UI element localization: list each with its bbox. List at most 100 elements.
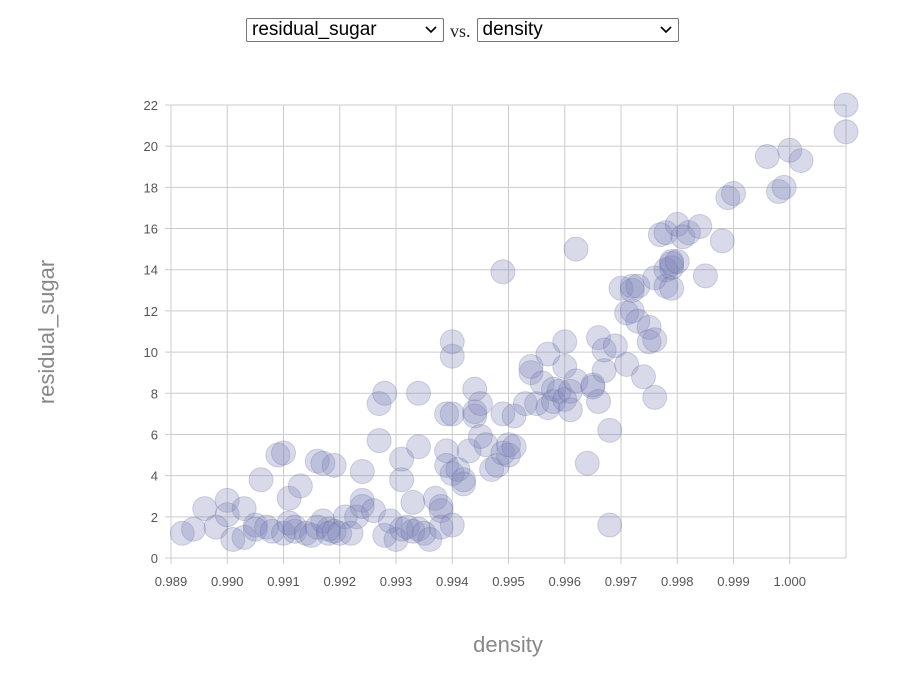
data-point: [316, 520, 341, 546]
data-point: [327, 520, 353, 546]
x-tick-label: 0.989: [155, 574, 188, 589]
data-point: [625, 308, 651, 334]
data-point: [282, 514, 308, 540]
data-point: [377, 508, 403, 534]
data-point: [591, 358, 617, 384]
data-point: [372, 522, 398, 548]
data-point: [321, 518, 347, 544]
data-point: [406, 434, 431, 460]
data-point: [372, 380, 398, 406]
data-point: [490, 440, 516, 466]
x-tick-label: 0.993: [380, 574, 413, 589]
x-tick-label: 0.998: [661, 574, 694, 589]
y-variable-select[interactable]: residual_sugar: [246, 18, 444, 42]
data-point: [304, 448, 330, 474]
data-point: [451, 467, 476, 493]
data-point: [659, 248, 685, 274]
data-point: [563, 236, 589, 262]
data-point: [636, 314, 662, 340]
data-point: [557, 378, 583, 404]
data-point: [349, 487, 375, 513]
y-tick-label: 8: [151, 386, 158, 401]
data-point: [181, 516, 206, 542]
data-point: [597, 417, 623, 443]
x-tick-label: 0.994: [436, 574, 469, 589]
data-point: [394, 514, 420, 540]
data-point: [439, 401, 465, 427]
data-point: [259, 518, 285, 544]
data-point: [242, 512, 268, 538]
data-point: [451, 471, 476, 497]
x-tick-label: 0.999: [717, 574, 750, 589]
y-tick-label: 18: [144, 180, 158, 195]
data-point: [271, 440, 296, 466]
data-point: [552, 386, 578, 412]
data-point: [422, 485, 448, 511]
data-point: [389, 516, 415, 542]
data-point: [659, 275, 685, 301]
data-point: [389, 467, 415, 493]
data-point: [344, 504, 370, 530]
x-variable-select-value: density: [482, 19, 543, 40]
data-point: [192, 496, 218, 522]
data-point: [400, 518, 426, 544]
data-point: [490, 259, 516, 285]
data-point: [512, 391, 538, 417]
data-point: [788, 148, 814, 174]
data-point: [467, 424, 493, 450]
data-point: [220, 526, 246, 552]
axis-controls: residual_sugar vs. density: [246, 17, 679, 43]
data-point: [546, 378, 572, 404]
data-point: [754, 143, 780, 169]
data-point: [265, 442, 291, 468]
tick-labels: 0.989 0.990 0.991 0.992 0.993 0.994 0.995 0.996…: [144, 98, 806, 589]
data-point: [642, 265, 668, 291]
data-point: [518, 360, 544, 386]
data-point: [535, 395, 561, 421]
data-point: [310, 508, 336, 534]
data-point: [631, 364, 656, 390]
chevron-down-icon: [659, 26, 672, 34]
data-point: [535, 341, 561, 367]
data-point: [653, 257, 679, 283]
data-point: [332, 504, 358, 530]
data-point: [287, 473, 313, 499]
data-point: [614, 300, 640, 326]
data-point: [434, 452, 460, 478]
data-points: [169, 92, 859, 552]
data-point: [490, 401, 516, 427]
data-point: [203, 514, 229, 540]
data-point: [310, 450, 336, 476]
data-point: [276, 510, 302, 536]
data-point: [647, 222, 673, 248]
data-point: [293, 520, 319, 546]
data-point: [614, 351, 640, 377]
data-point: [580, 372, 606, 398]
x-variable-select[interactable]: density: [476, 18, 679, 42]
x-axis-title: density: [473, 632, 543, 657]
data-point: [383, 526, 409, 552]
data-point: [653, 273, 679, 299]
data-point: [659, 251, 685, 277]
data-point: [664, 211, 690, 237]
y-axis-title: residual_sugar: [34, 260, 59, 404]
data-point: [479, 456, 505, 482]
data-point: [462, 376, 488, 402]
data-point: [636, 329, 662, 355]
data-point: [214, 502, 240, 528]
data-point: [242, 516, 268, 542]
data-point: [496, 432, 521, 458]
data-point: [574, 450, 600, 476]
data-point: [439, 329, 465, 355]
data-point: [411, 520, 437, 546]
y-tick-label: 10: [144, 345, 158, 360]
data-point: [276, 485, 302, 511]
data-point: [473, 432, 499, 458]
x-tick-label: 0.995: [492, 574, 525, 589]
x-tick-label: 0.991: [267, 574, 300, 589]
data-point: [670, 224, 696, 250]
data-point: [552, 354, 578, 380]
data-point: [439, 343, 465, 369]
y-tick-label: 4: [151, 469, 158, 484]
data-point: [366, 391, 392, 417]
